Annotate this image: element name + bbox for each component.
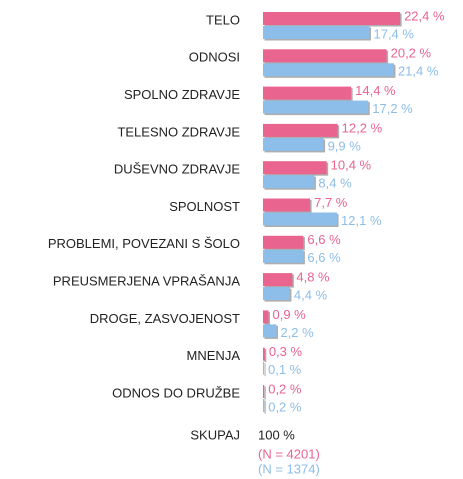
value-label: 17,4 % <box>373 26 414 41</box>
category-label: DUŠEVNO ZDRAVJE <box>114 162 240 177</box>
category-label: ODNOS DO DRUŽBE <box>112 385 240 400</box>
category-label: PREUSMERJENA VPRAŠANJA <box>53 274 240 289</box>
bar <box>263 49 387 63</box>
value-label: 12,2 % <box>342 120 383 135</box>
bar <box>263 385 265 398</box>
value-label: 20,2 % <box>391 46 432 61</box>
value-label: 2,2 % <box>280 325 314 340</box>
value-label: 7,7 % <box>314 195 348 210</box>
category-label: MNENJA <box>187 348 241 363</box>
n-label: (N = 4201) <box>258 446 320 461</box>
value-label: 10,4 % <box>331 158 372 173</box>
value-label: 0,3 % <box>269 344 303 359</box>
bar <box>263 12 401 25</box>
category-label: SPOLNOST <box>169 199 240 214</box>
bar <box>263 26 370 39</box>
bar <box>263 287 290 301</box>
value-label: 0,9 % <box>273 307 307 322</box>
bar <box>263 175 315 189</box>
category-label: SPOLNO ZDRAVJE <box>124 87 240 102</box>
value-label: 22,4 % <box>404 8 445 23</box>
value-label: 4,8 % <box>296 270 330 285</box>
bar <box>263 310 269 324</box>
bar <box>263 198 311 212</box>
category-label: DROGE, ZASVOJENOST <box>90 311 240 326</box>
bar-shadow <box>264 386 266 400</box>
bar <box>263 100 369 114</box>
bar <box>263 347 265 361</box>
value-label: 9,9 % <box>328 138 362 153</box>
bar <box>263 361 264 375</box>
bar <box>263 249 304 263</box>
value-label: 14,4 % <box>355 83 396 98</box>
bar-shadow <box>264 349 267 363</box>
category-label: PROBLEMI, POVEZANI S ŠOLO <box>48 236 240 251</box>
bar <box>263 235 304 249</box>
bar <box>263 137 324 151</box>
bar-shadow <box>264 400 266 414</box>
category-label: TELESNO ZDRAVJE <box>117 124 240 139</box>
n-label: (N = 1374) <box>258 461 320 476</box>
value-label: 6,6 % <box>307 232 341 247</box>
value-label: 8,4 % <box>318 176 352 191</box>
category-label: TELO <box>206 12 240 27</box>
bar <box>263 161 327 175</box>
bar-shadow <box>264 363 266 377</box>
value-label: 0,2 % <box>268 381 302 396</box>
bar <box>263 212 338 226</box>
value-label: 17,2 % <box>372 101 413 116</box>
category-label: ODNOSI <box>189 50 240 65</box>
bar <box>263 324 277 338</box>
bar <box>263 123 338 137</box>
total-label: SKUPAJ <box>190 427 240 442</box>
bar <box>263 273 293 287</box>
value-label: 0,1 % <box>268 362 302 377</box>
value-label: 4,4 % <box>294 288 328 303</box>
bar <box>263 63 394 77</box>
total-value: 100 % <box>258 427 295 442</box>
value-label: 6,6 % <box>307 250 341 265</box>
value-label: 12,1 % <box>341 213 382 228</box>
value-label: 21,4 % <box>398 64 439 79</box>
bar <box>263 399 265 412</box>
bar <box>263 86 352 100</box>
value-label: 0,2 % <box>268 399 302 414</box>
